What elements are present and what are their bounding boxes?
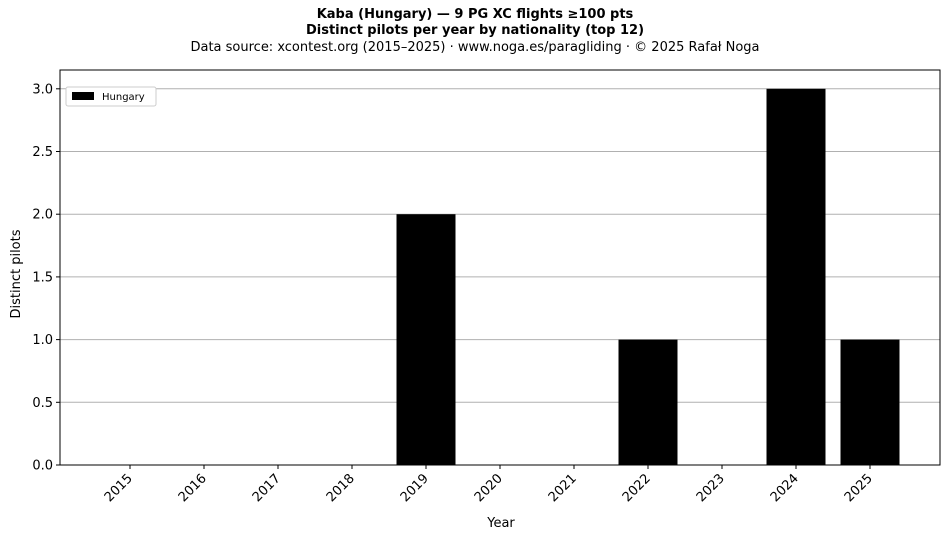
chart-title: Kaba (Hungary) — 9 PG XC flights ≥100 pt… [316, 7, 634, 22]
x-tick-label: 2023 [694, 471, 728, 505]
y-tick-label: 1.0 [32, 333, 53, 348]
y-axis-label: Distinct pilots [9, 229, 24, 318]
x-tick-label: 2017 [250, 471, 284, 505]
legend-label-hungary: Hungary [102, 92, 145, 103]
bar-hungary-2024 [766, 88, 826, 466]
y-tick-label: 1.5 [32, 270, 53, 285]
x-tick-label: 2020 [472, 471, 506, 505]
x-tick-label: 2021 [546, 471, 580, 505]
x-axis-label: Year [486, 516, 515, 531]
x-tick-label: 2018 [324, 471, 358, 505]
x-tick-label: 2015 [102, 471, 136, 505]
legend-swatch-hungary [72, 92, 94, 100]
chart-subtitle: Distinct pilots per year by nationality … [305, 23, 645, 38]
bar-hungary-2025 [840, 339, 900, 465]
x-tick-label: 2016 [176, 471, 210, 505]
bars [396, 88, 900, 466]
bar-hungary-2019 [396, 214, 456, 465]
data-source-note: Data source: xcontest.org (2015–2025) · … [190, 40, 760, 55]
y-tick-label: 2.5 [32, 145, 53, 160]
y-axis-ticks: 0.0 0.5 1.0 1.5 2.0 2.5 3.0 [32, 82, 60, 474]
bar-hungary-2022 [618, 339, 678, 465]
x-axis-ticks: 2015 2016 2017 2018 2019 2020 2021 2022 2023 2024… [102, 465, 876, 505]
y-tick-label: 3.0 [32, 82, 53, 97]
x-tick-label: 2024 [768, 471, 802, 505]
x-tick-label: 2025 [842, 471, 876, 505]
x-tick-label: 2022 [620, 471, 654, 505]
y-tick-label: 0.5 [32, 396, 53, 411]
y-tick-label: 0.0 [32, 459, 53, 474]
legend: Hungary [65, 86, 157, 107]
y-tick-label: 2.0 [32, 208, 53, 223]
x-tick-label: 2019 [398, 471, 432, 505]
legend-frame [65, 86, 157, 107]
title-block: Kaba (Hungary) — 9 PG XC flights ≥100 pt… [0, 7, 950, 56]
